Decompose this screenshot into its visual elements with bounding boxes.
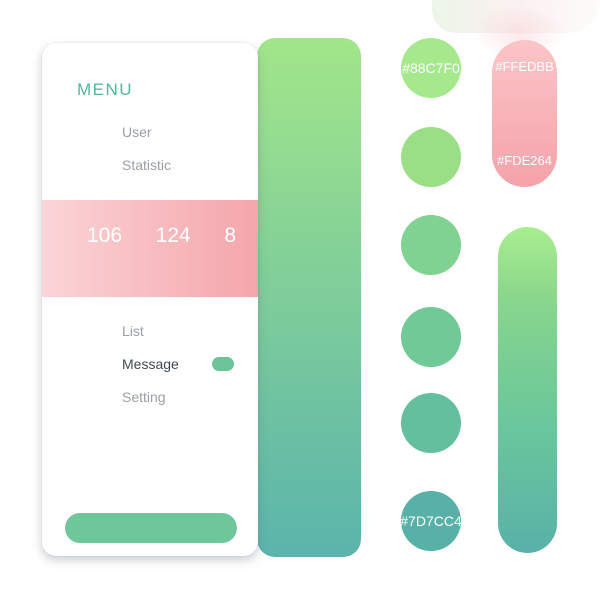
pill-hex-label-top: #FFEDBB xyxy=(495,59,554,74)
pill-hex-label-bottom: #FDE264 xyxy=(497,153,552,168)
color-swatch-circle-2 xyxy=(401,127,461,187)
pink-gradient-pill: #FFEDBB #FDE264 xyxy=(492,40,557,187)
menu-group-bottom: List Message Setting xyxy=(42,314,258,413)
menu-item-message[interactable]: Message xyxy=(42,347,258,380)
menu-item-label: List xyxy=(122,322,144,339)
swatch-hex-label: #7D7CC4 xyxy=(400,513,462,529)
swatch-hex-label: #88C7F0 xyxy=(402,60,460,76)
menu-item-list[interactable]: List xyxy=(42,314,258,347)
menu-card: MENU User Statistic 106 124 8 List Messa… xyxy=(42,43,258,556)
menu-item-user[interactable]: User xyxy=(42,115,258,148)
color-swatch-circle-3 xyxy=(401,215,461,275)
menu-item-setting[interactable]: Setting xyxy=(42,380,258,413)
menu-item-label: User xyxy=(122,123,152,140)
stat-value-users: 106 xyxy=(87,224,123,247)
stat-value-items: 124 xyxy=(155,224,191,247)
menu-group-top: User Statistic xyxy=(42,115,258,181)
green-gradient-bar xyxy=(257,38,361,557)
message-toggle[interactable] xyxy=(212,356,234,371)
green-gradient-pill xyxy=(498,227,557,553)
menu-item-label: Setting xyxy=(122,388,166,405)
color-swatch-circle-6: #7D7CC4 xyxy=(400,491,462,551)
header-decoration-shape xyxy=(432,0,600,60)
stat-value-alerts: 8 xyxy=(224,224,236,247)
menu-item-statistic[interactable]: Statistic xyxy=(42,148,258,181)
menu-title: MENU xyxy=(77,80,134,99)
color-swatch-circle-4 xyxy=(401,307,461,367)
stats-row: 106 124 8 xyxy=(87,221,236,251)
stats-band: 106 124 8 xyxy=(42,200,258,297)
primary-action-button[interactable] xyxy=(65,513,237,543)
color-swatch-circle-1: #88C7F0 xyxy=(401,38,461,98)
menu-item-label: Message xyxy=(122,355,179,372)
color-swatch-circle-5 xyxy=(401,393,461,453)
menu-item-label: Statistic xyxy=(122,156,172,173)
